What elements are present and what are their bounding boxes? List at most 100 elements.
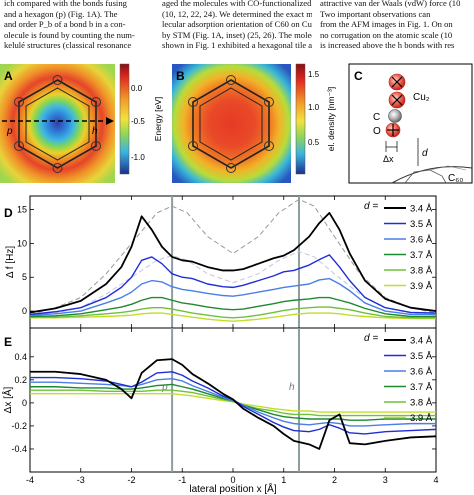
bond-marker-label: p xyxy=(161,382,168,393)
atom-circle xyxy=(264,97,274,107)
atom-circle xyxy=(52,163,63,173)
x-tick-label: -2 xyxy=(127,475,135,485)
atom-circle xyxy=(91,97,101,107)
text-column-1: ich compared with the bonds fusing and a… xyxy=(4,0,154,51)
text-line: shown in Fig. 1 exhibited a hexagonal ti… xyxy=(162,40,312,51)
legend-title: d = xyxy=(364,333,378,344)
hexagon-outline xyxy=(192,79,270,169)
label-p: p xyxy=(6,126,13,137)
series-line xyxy=(30,212,436,314)
atom-circle xyxy=(14,97,24,107)
x-tick-label: 2 xyxy=(332,475,337,485)
density-map xyxy=(172,64,291,183)
legend-entry: 3.8 Å xyxy=(410,266,433,277)
legend-entry: 3.6 Å xyxy=(410,235,433,246)
text-line: aged the molecules with CO-functionalize… xyxy=(162,0,312,8)
y-tick-label: 0.4 xyxy=(14,352,27,362)
label-d: d xyxy=(422,148,428,159)
atom-circle xyxy=(264,141,274,151)
series-line xyxy=(30,312,436,322)
text-line: Two important observations can xyxy=(320,8,431,19)
colorbar-b-tick: 1.0 xyxy=(308,103,320,112)
legend-entry: 3.7 Å xyxy=(410,382,433,393)
colorbar-b-tick: 0.5 xyxy=(308,138,320,147)
atom-circle xyxy=(14,141,24,151)
panel-label-d: D xyxy=(4,206,13,220)
text-line: (10, 12, 22, 24). We determined the exac… xyxy=(162,8,312,19)
label-o: O xyxy=(373,126,381,137)
hexagon-inner xyxy=(25,87,90,161)
x-tick-label: 3 xyxy=(383,475,388,485)
label-c60: C₆₀ xyxy=(448,173,463,184)
colorbar-a-title: Energy [eV] xyxy=(153,97,163,141)
panel-label-b: B xyxy=(176,69,185,83)
y-tick-label: 10 xyxy=(17,238,27,248)
legend-entry: 3.9 Å xyxy=(410,281,433,292)
label-dx: Δx xyxy=(383,154,394,164)
legend-entry: 3.5 Å xyxy=(410,219,433,230)
colorbar-a xyxy=(119,63,130,175)
panel-b: B 1.5 1.0 0.5 el. density [nm⁻³] xyxy=(172,63,336,183)
y-tick-label: -0.4 xyxy=(11,444,27,454)
series-line xyxy=(30,254,436,316)
colorbar-a-tick: 0.0 xyxy=(131,84,143,93)
y-tick-label: 0 xyxy=(22,306,27,316)
panel-d: D 0 5 10 15 Δ f [Hz] d = 3.4 Å 3.5 Å 3.6 Å 3.7 … xyxy=(4,195,437,329)
panel-label-e: E xyxy=(4,335,12,349)
x-tick-label: -1 xyxy=(178,475,186,485)
colorbar-a-tick: -1.0 xyxy=(131,153,145,162)
label-h: h xyxy=(92,126,98,137)
panel-e: E p h -0.4 -0.2 0 0.2 0.4 -4 -3 -2 -1 0 1 2 3 4 Δx [Å… xyxy=(1,327,439,495)
panel-label-a: A xyxy=(4,69,13,83)
series-line xyxy=(30,296,436,318)
panel-label-c: C xyxy=(354,69,363,83)
legend-entry: 3.4 Å xyxy=(410,204,433,215)
text-column-2: aged the molecules with CO-functionalize… xyxy=(162,0,312,51)
hexagon-inner xyxy=(199,87,263,161)
colorbar-a-tick: -0.5 xyxy=(131,117,145,126)
arrow-head-icon xyxy=(106,117,114,125)
y-tick-label: -0.2 xyxy=(11,421,27,431)
label-cu2: Cu₂ xyxy=(413,92,430,103)
text-line: by STM (Fig. 1A, inset) (25, 26). The mo… xyxy=(162,29,312,40)
colorbar-b-tick: 1.5 xyxy=(308,70,320,79)
series-line xyxy=(30,277,436,316)
text-line: is increased above the h bonds with res xyxy=(320,40,455,51)
c60-cage xyxy=(391,166,473,184)
energy-map xyxy=(0,64,115,183)
text-line: lecular adsorption orientation of C60 on… xyxy=(162,19,312,30)
colorbar-b-title: el. density [nm⁻³] xyxy=(326,87,336,151)
label-c: C xyxy=(373,112,380,123)
text-line: no corrugation on the atomic scale (10 xyxy=(320,29,453,40)
x-tick-label: -4 xyxy=(26,475,34,485)
atom-circle xyxy=(91,141,101,151)
reference-dashed-line xyxy=(30,250,436,317)
y-axis-label-e: Δx [Å] xyxy=(1,386,14,413)
x-tick-label: 1 xyxy=(281,475,286,485)
panel-a: A p h 0.0 -0.5 -1.0 Energy [eV] xyxy=(0,63,163,183)
text-column-3: attractive van der Waals (vdW) force (10… xyxy=(320,0,470,51)
y-axis-label-d: Δ f [Hz] xyxy=(5,246,16,278)
legend-entry: 3.4 Å xyxy=(410,336,433,347)
text-line: olecule is found by counting the num- xyxy=(4,29,135,40)
series-line xyxy=(30,306,436,319)
legend-entry: 3.7 Å xyxy=(410,250,433,261)
atom-circle xyxy=(226,163,236,173)
atom-circle xyxy=(188,97,198,107)
legend-entry: 3.5 Å xyxy=(410,351,433,362)
atom-circle xyxy=(188,141,198,151)
carbon-atom xyxy=(388,109,402,123)
bond-marker-label: h xyxy=(289,382,295,393)
y-tick-label: 0 xyxy=(22,398,27,408)
text-line: kelulé structures (classical resonance xyxy=(4,40,132,51)
legend-entry: 3.6 Å xyxy=(410,367,433,378)
atom-circle xyxy=(52,75,63,85)
x-axis-label: lateral position x [Å] xyxy=(189,482,276,495)
y-tick-label: 5 xyxy=(22,272,27,282)
colorbar-b xyxy=(295,63,306,175)
text-line: from the AFM images in Fig. 1. On on xyxy=(320,19,453,30)
legend-entry: 3.9 Å xyxy=(410,413,433,424)
c60-cage xyxy=(429,165,467,171)
text-line: and a hexagon (p) (Fig. 1A). The xyxy=(4,8,118,19)
